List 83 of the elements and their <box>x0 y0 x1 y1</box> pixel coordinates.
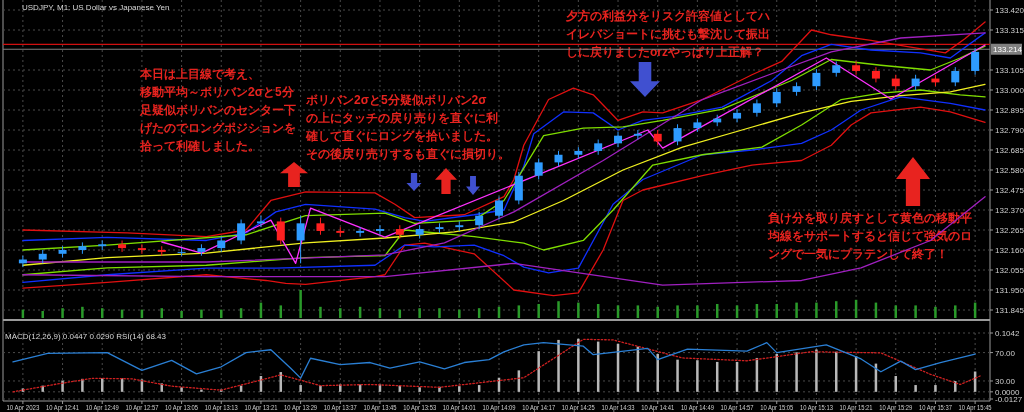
bar <box>200 309 203 318</box>
bar <box>537 304 540 318</box>
bar <box>795 302 798 318</box>
annotation: 負け分を取り戻すとして黄色の移動平 <box>768 211 972 225</box>
bar <box>418 308 421 318</box>
bar <box>914 385 917 392</box>
y-tick-label: -0.0127 <box>995 395 1023 404</box>
bar <box>180 311 183 318</box>
bar <box>795 352 798 392</box>
y-tick-label: 0.1042 <box>995 329 1021 338</box>
annotation: 移動平均～ボリバン2σと5分 <box>139 85 295 99</box>
bar <box>815 349 818 392</box>
y-tick-label: 132.685 <box>995 146 1024 155</box>
bar <box>299 385 302 392</box>
y-tick-label: 131.845 <box>995 306 1024 315</box>
bar <box>61 308 64 318</box>
y-tick-label: 132.790 <box>995 126 1024 135</box>
bar <box>319 306 322 318</box>
annotation: 拾って利確しました。 <box>139 139 260 153</box>
bar <box>458 309 461 318</box>
bar <box>914 305 917 318</box>
line-series <box>22 196 986 286</box>
bar <box>339 308 342 318</box>
bar <box>934 385 937 392</box>
bar <box>200 389 203 392</box>
y2-tick-label: 30.00 <box>995 376 1016 386</box>
bar <box>835 301 838 318</box>
bar <box>934 306 937 318</box>
y2-tick-label: 70.00 <box>995 348 1016 358</box>
bar <box>557 301 560 318</box>
y-tick-label: 131.950 <box>995 286 1024 295</box>
y-tick-label: 0.0000 <box>995 387 1021 397</box>
annotation: しに戻りましたorzやっぱり上正解？ <box>566 45 764 59</box>
bar <box>319 385 322 392</box>
annotation: 夕方の利益分をリスク許容値としてハ <box>565 9 770 23</box>
annotation: イレバショートに挑むも撃沈して振出 <box>566 27 770 41</box>
bar <box>696 360 699 392</box>
annotation: 均線をサポートすると信じて強気のロ <box>767 229 972 243</box>
annotation: 確して直ぐにロングを拾いました。 <box>305 129 498 143</box>
bar <box>815 302 818 318</box>
bar <box>954 305 957 318</box>
y-tick-label: 132.160 <box>995 246 1024 255</box>
bar <box>954 381 957 392</box>
y-tick-label: 133.105 <box>995 66 1024 75</box>
annotation: 足疑似ボリバンのセンター下 <box>139 103 296 117</box>
bar <box>61 380 64 392</box>
bar <box>418 387 421 392</box>
bar <box>41 311 44 318</box>
bar <box>775 354 778 392</box>
bar <box>81 306 84 318</box>
annotation: ボリバン2σと5分疑似ボリバン2σ <box>305 93 487 107</box>
bar <box>676 305 679 318</box>
bar <box>577 338 580 392</box>
bar <box>656 306 659 318</box>
annotation: げたのでロングポジションを <box>140 121 296 135</box>
chart-title: MACD(12,26,9) 0.0447 0.0290 RSI(14) 68.43 <box>5 332 167 341</box>
annotation: その後戻り売りするも直ぐに損切り。 <box>306 147 510 161</box>
y-tick-label: 132.580 <box>995 166 1024 175</box>
bar <box>458 386 461 392</box>
bar <box>696 305 699 318</box>
chart-title: USDJPY, M1: US Dollar vs Japanese Yen <box>22 3 170 12</box>
bar <box>220 309 223 318</box>
y-tick-label: 133.420 <box>995 6 1024 15</box>
bar <box>775 304 778 318</box>
y-tick-label: 133.315 <box>995 26 1024 35</box>
bar <box>577 302 580 318</box>
bar <box>438 308 441 318</box>
bar <box>676 359 679 392</box>
y-tick-label: 133.000 <box>995 86 1024 95</box>
bar <box>835 351 838 392</box>
line-series <box>12 342 976 379</box>
y-tick-label: 132.265 <box>995 226 1024 235</box>
y-tick-label: 132.895 <box>995 106 1024 115</box>
annotation: の上にタッチの戻り売りを直ぐに利 <box>306 111 498 125</box>
y-tick-label: 132.370 <box>995 206 1024 215</box>
bar <box>299 290 302 318</box>
bar <box>557 339 560 392</box>
y-tick-label: 132.055 <box>995 266 1024 275</box>
bar <box>656 354 659 392</box>
ref-line-label: 133.214 <box>993 45 1023 55</box>
annotation: 本日は上目線で考え、 <box>139 67 260 81</box>
bar <box>537 351 540 392</box>
y-tick-label: 132.475 <box>995 186 1024 195</box>
